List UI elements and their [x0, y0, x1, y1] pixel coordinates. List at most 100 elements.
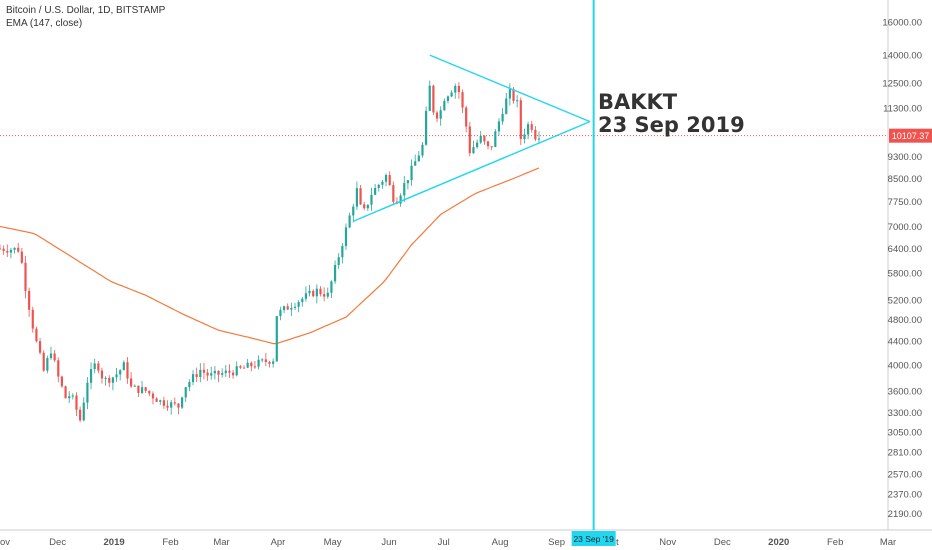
- time-axis: ovDec2019FebMarAprMayJunJulAugSepOctNovD…: [0, 537, 896, 548]
- candle: [82, 397, 85, 422]
- candle: [126, 357, 129, 384]
- candle: [191, 370, 195, 386]
- candle: [341, 243, 344, 264]
- indicator-title[interactable]: EMA (147, close): [6, 18, 83, 29]
- triangle-pattern-drawing[interactable]: [353, 54, 591, 222]
- candle: [461, 89, 464, 114]
- candle: [97, 360, 100, 374]
- candle: [184, 386, 187, 402]
- chart-legend: Bitcoin / U.S. Dollar, 1D, BITSTAMP EMA …: [6, 4, 165, 30]
- candle: [370, 187, 373, 211]
- candle: [119, 369, 122, 381]
- candle: [133, 384, 136, 387]
- ema-line: [0, 167, 540, 345]
- candle: [49, 346, 53, 360]
- x-tick-label: Sep: [548, 537, 565, 548]
- candle: [28, 287, 31, 317]
- candle: [104, 375, 107, 386]
- candle: [68, 391, 71, 404]
- x-tick-label: Apr: [271, 537, 286, 548]
- candle: [439, 106, 442, 126]
- y-tick-label: 5200.00: [888, 295, 922, 306]
- candle: [301, 297, 304, 307]
- candle: [472, 140, 475, 154]
- candle: [228, 364, 231, 379]
- y-tick-label: 12500.00: [882, 79, 922, 90]
- candle: [384, 173, 388, 187]
- candle: [348, 212, 351, 229]
- y-tick-label: 16000.00: [882, 18, 922, 29]
- candle: [421, 141, 424, 158]
- y-tick-label: 3050.00: [888, 427, 922, 438]
- candle: [425, 106, 428, 146]
- candle: [344, 223, 348, 250]
- candle: [508, 83, 511, 106]
- y-tick-label: 3300.00: [888, 408, 922, 419]
- candle: [64, 385, 67, 399]
- candle: [137, 385, 140, 397]
- x-tick-label: Jul: [438, 537, 450, 548]
- candle: [268, 360, 271, 368]
- y-tick-label: 2570.00: [888, 470, 922, 481]
- x-tick-label: Feb: [162, 537, 178, 548]
- y-tick-label: 11300.00: [883, 104, 922, 115]
- candle: [53, 349, 56, 363]
- candle: [2, 245, 5, 255]
- y-tick-label: 4800.00: [888, 315, 922, 326]
- candle: [501, 108, 504, 125]
- candle: [359, 184, 362, 206]
- candle: [486, 140, 490, 150]
- annotation-line-1: BAKKT: [598, 90, 678, 114]
- candle: [290, 302, 293, 317]
- candle: [293, 302, 297, 311]
- candle: [374, 184, 377, 196]
- candle: [217, 370, 220, 383]
- x-tick-label: 2019: [104, 537, 125, 548]
- candle: [428, 80, 431, 112]
- candle: [35, 326, 38, 343]
- candle: [257, 355, 260, 370]
- candle: [253, 360, 257, 369]
- candle: [330, 280, 333, 299]
- candle: [177, 402, 180, 415]
- candle: [42, 350, 45, 372]
- candle: [479, 130, 482, 145]
- candle: [235, 361, 238, 377]
- candle: [115, 368, 118, 382]
- candle: [363, 201, 366, 211]
- candle: [148, 390, 151, 397]
- y-tick-label: 6400.00: [888, 244, 922, 255]
- y-tick-label: 3600.00: [888, 386, 922, 397]
- x-tick-label: Nov: [659, 537, 676, 548]
- x-tick-label: Mar: [880, 537, 896, 548]
- candle: [406, 180, 410, 190]
- symbol-title[interactable]: Bitcoin / U.S. Dollar, 1D, BITSTAMP: [6, 5, 166, 16]
- candle: [537, 131, 541, 145]
- candle: [450, 90, 453, 98]
- candle: [323, 287, 326, 302]
- candle: [261, 358, 264, 363]
- x-tick-label: Aug: [492, 537, 509, 548]
- candle: [326, 287, 329, 299]
- candle: [410, 159, 413, 186]
- candle: [337, 253, 340, 270]
- candle: [516, 95, 519, 108]
- x-tick-label: ov: [0, 537, 10, 548]
- candle: [86, 377, 89, 410]
- triangle-upper-line[interactable]: [429, 54, 591, 123]
- candle: [0, 244, 2, 250]
- candle: [213, 366, 216, 380]
- candle: [159, 399, 162, 405]
- bakkt-annotation[interactable]: BAKKT 23 Sep 2019: [598, 91, 745, 137]
- candle: [130, 372, 133, 389]
- triangle-lower-line[interactable]: [353, 120, 591, 222]
- price-axis: 16000.00 14000.00 12500.00 11300.00 9300.00 8…: [882, 18, 922, 521]
- candle: [93, 358, 96, 374]
- y-tick-label: 14000.00: [882, 51, 922, 62]
- svg-text:10107.37: 10107.37: [892, 131, 930, 141]
- candle: [534, 126, 537, 142]
- annotation-line-2: 23 Sep 2019: [598, 113, 745, 137]
- candle: [443, 98, 446, 111]
- y-tick-label: 2370.00: [888, 490, 922, 501]
